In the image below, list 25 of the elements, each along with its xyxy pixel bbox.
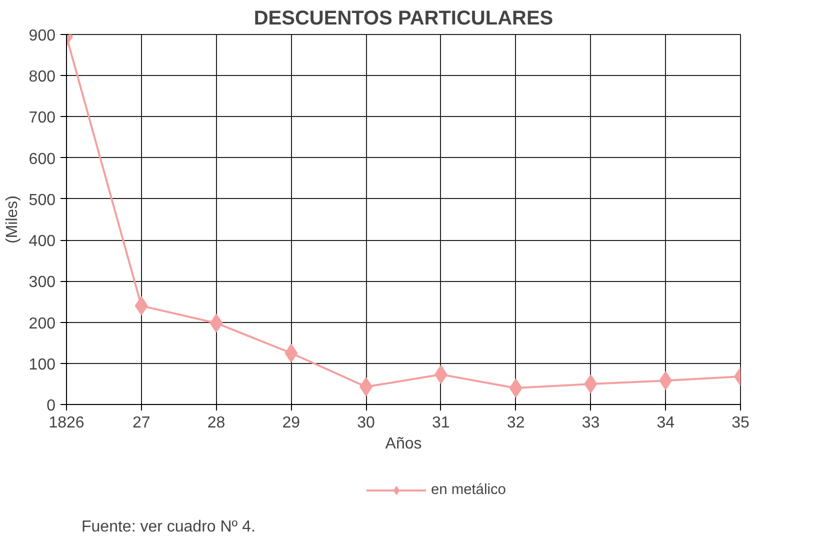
y-tick-label: 800 [28, 68, 56, 86]
x-tick-label: 33 [582, 414, 600, 432]
source-note: Fuente: ver cuadro Nº 4. [82, 518, 256, 536]
legend-label: en metálico [431, 482, 506, 498]
y-tick-label: 700 [28, 110, 56, 127]
x-axis-title: Años [385, 436, 422, 452]
x-tick-label: 27 [132, 414, 150, 432]
x-tick-label: 34 [656, 414, 675, 432]
y-tick-label: 600 [28, 150, 56, 168]
y-tick-label: 500 [28, 192, 56, 209]
chart-title: DESCUENTOS PARTICULARES [254, 8, 554, 30]
x-tick-label: 32 [506, 414, 525, 432]
x-tick-label: 28 [207, 414, 226, 432]
y-tick-label: 100 [28, 356, 56, 374]
y-tick-label: 400 [28, 233, 56, 250]
x-tick-label: 31 [432, 414, 450, 432]
y-tick-label: 200 [28, 315, 56, 332]
y-tick-label: 900 [28, 28, 56, 44]
y-tick-label: 0 [46, 398, 56, 414]
x-tick-label: 30 [357, 414, 376, 432]
y-tick-label: 300 [28, 274, 56, 292]
x-tick-label: 29 [282, 414, 300, 432]
x-tick-label: 35 [732, 414, 750, 432]
y-axis-title: (Miles) [4, 195, 21, 244]
x-tick-label: 1826 [48, 414, 84, 432]
